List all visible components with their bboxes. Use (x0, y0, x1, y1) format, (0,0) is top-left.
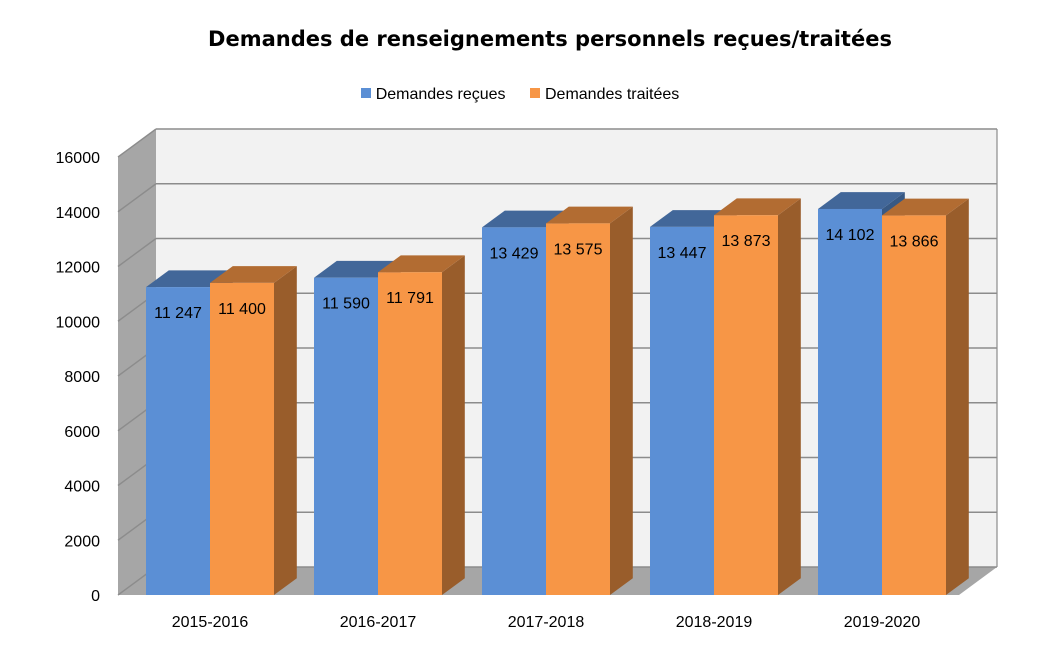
data-label: 14 102 (826, 227, 875, 244)
data-label: 13 447 (658, 245, 707, 262)
y-tick-label: 0 (91, 588, 100, 605)
y-tick-label: 14000 (56, 205, 101, 222)
data-label: 13 429 (490, 245, 539, 262)
legend-item-traitees: Demandes traitées (530, 86, 679, 104)
y-tick-label: 2000 (64, 533, 100, 550)
x-tick-label: 2017-2018 (508, 614, 585, 631)
y-tick-label: 8000 (64, 369, 100, 386)
bar-traitees-2017-2018-side (610, 206, 633, 595)
gridline-side (117, 183, 157, 213)
legend-label-recues: Demandes reçues (375, 86, 506, 103)
bar-recues-2018-2019 (650, 226, 714, 596)
bar-traitees-2019-2020-side (946, 198, 969, 595)
data-label: 11 791 (386, 290, 434, 307)
data-label: 13 575 (554, 241, 603, 258)
y-tick-label: 16000 (56, 150, 101, 167)
data-label: 11 400 (218, 301, 266, 318)
x-tick-label: 2016-2017 (340, 614, 417, 631)
bar-recues-2016-2017 (314, 277, 378, 595)
bar-traitees-2015-2016-side (274, 266, 297, 595)
chart-title: Demandes de renseignements personnels re… (208, 27, 892, 51)
bar-traitees-2016-2017 (378, 272, 442, 595)
bar-traitees-2015-2016 (210, 282, 274, 595)
data-label: 11 590 (322, 296, 370, 313)
bar-traitees-2019-2020 (882, 215, 946, 595)
legend-label-traitees: Demandes traitées (545, 86, 680, 103)
bar-traitees-2018-2019-top (714, 198, 801, 216)
legend-swatch-recues (360, 88, 371, 98)
y-tick-label: 4000 (64, 479, 100, 496)
y-tick-label: 12000 (56, 260, 101, 277)
bar-traitees-2015-2016-top (210, 266, 297, 283)
bar-recues-2015-2016 (146, 287, 210, 595)
x-tick-label: 2015-2016 (172, 614, 249, 631)
x-tick-label: 2018-2019 (676, 614, 753, 631)
y-tick-label: 10000 (56, 314, 101, 331)
bar-traitees-2016-2017-top (378, 255, 465, 273)
bar-recues-2017-2018 (482, 227, 546, 596)
data-label: 11 247 (154, 305, 202, 322)
gridline-side (117, 237, 157, 268)
bar-traitees-2017-2018-top (546, 206, 633, 224)
legend-swatch-traitees (530, 88, 540, 98)
x-tick-label: 2019-2020 (844, 614, 921, 631)
bar-recues-2019-2020-top (818, 192, 905, 209)
data-label: 13 866 (890, 233, 939, 250)
bar-traitees-2018-2019 (714, 215, 778, 595)
y-tick-label: 6000 (64, 424, 100, 441)
data-label: 13 873 (722, 233, 771, 250)
bar-traitees-2019-2020-top (882, 198, 969, 216)
legend-item-recues: Demandes reçues (360, 86, 506, 104)
bar-traitees-2016-2017-side (442, 255, 465, 595)
gridline-side (117, 128, 157, 158)
bar-traitees-2017-2018 (546, 223, 610, 595)
bar-recues-2019-2020 (818, 208, 882, 595)
legend: Demandes reçues Demandes traitées (0, 86, 1040, 104)
bar-traitees-2018-2019-side (778, 198, 801, 595)
